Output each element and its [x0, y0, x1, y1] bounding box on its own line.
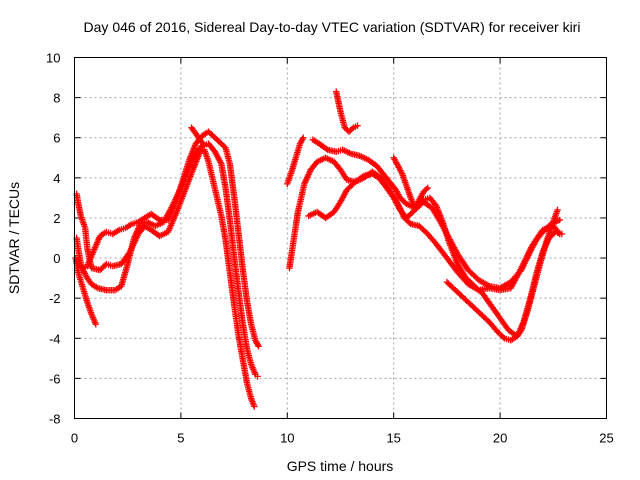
x-axis-label: GPS time / hours — [287, 458, 394, 474]
y-tick-label: 0 — [53, 251, 60, 266]
x-tick-label: 20 — [493, 431, 507, 446]
data-point — [499, 333, 507, 341]
x-tick-label: 5 — [177, 431, 184, 446]
data-point — [155, 215, 162, 223]
data-points — [72, 88, 566, 410]
data-point — [251, 403, 258, 410]
data-point — [556, 216, 563, 224]
x-tick-labels: 0 5 10 15 20 25 — [71, 431, 614, 446]
x-tick-label: 15 — [386, 431, 400, 446]
y-tick-label: 2 — [53, 211, 60, 226]
series-track-5 — [188, 124, 208, 149]
gridlines — [74, 57, 607, 419]
series-track-11 — [390, 154, 431, 212]
series-track-8 — [305, 170, 563, 292]
y-tick-labels: -8 -6 -4 -2 0 2 4 6 8 10 — [46, 51, 60, 427]
series-track-4 — [72, 254, 99, 328]
y-tick-label: -2 — [49, 291, 61, 306]
data-point — [348, 125, 356, 133]
y-axis-label: SDTVAR / TECUs — [6, 182, 22, 294]
data-point — [359, 173, 366, 181]
data-point — [300, 134, 307, 141]
x-tick-label: 25 — [599, 431, 613, 446]
y-tick-label: -4 — [49, 331, 61, 346]
y-tick-label: -6 — [49, 371, 61, 386]
x-tick-label: 0 — [71, 431, 78, 446]
data-point — [323, 145, 330, 152]
y-tick-label: 10 — [46, 51, 60, 66]
data-point — [423, 185, 430, 193]
plot-frame — [74, 57, 607, 419]
y-tick-label: -8 — [49, 412, 61, 427]
series-track-9 — [333, 88, 361, 135]
series-track-10 — [309, 136, 561, 340]
series-track-12 — [443, 228, 566, 344]
series-track-2 — [73, 140, 261, 380]
y-tick-label: 6 — [53, 131, 60, 146]
data-point — [554, 206, 561, 214]
data-point — [558, 230, 566, 238]
data-point — [92, 321, 99, 328]
data-point — [254, 373, 261, 380]
data-point — [201, 142, 208, 149]
data-point — [424, 184, 431, 192]
data-point — [354, 122, 361, 129]
chart-title: Day 046 of 2016, Sidereal Day-to-day VTE… — [84, 19, 581, 35]
series-track-7 — [284, 134, 307, 188]
y-tick-label: 4 — [53, 171, 60, 186]
x-tick-label: 10 — [280, 431, 294, 446]
data-point — [255, 343, 262, 350]
y-tick-label: 8 — [53, 91, 60, 106]
